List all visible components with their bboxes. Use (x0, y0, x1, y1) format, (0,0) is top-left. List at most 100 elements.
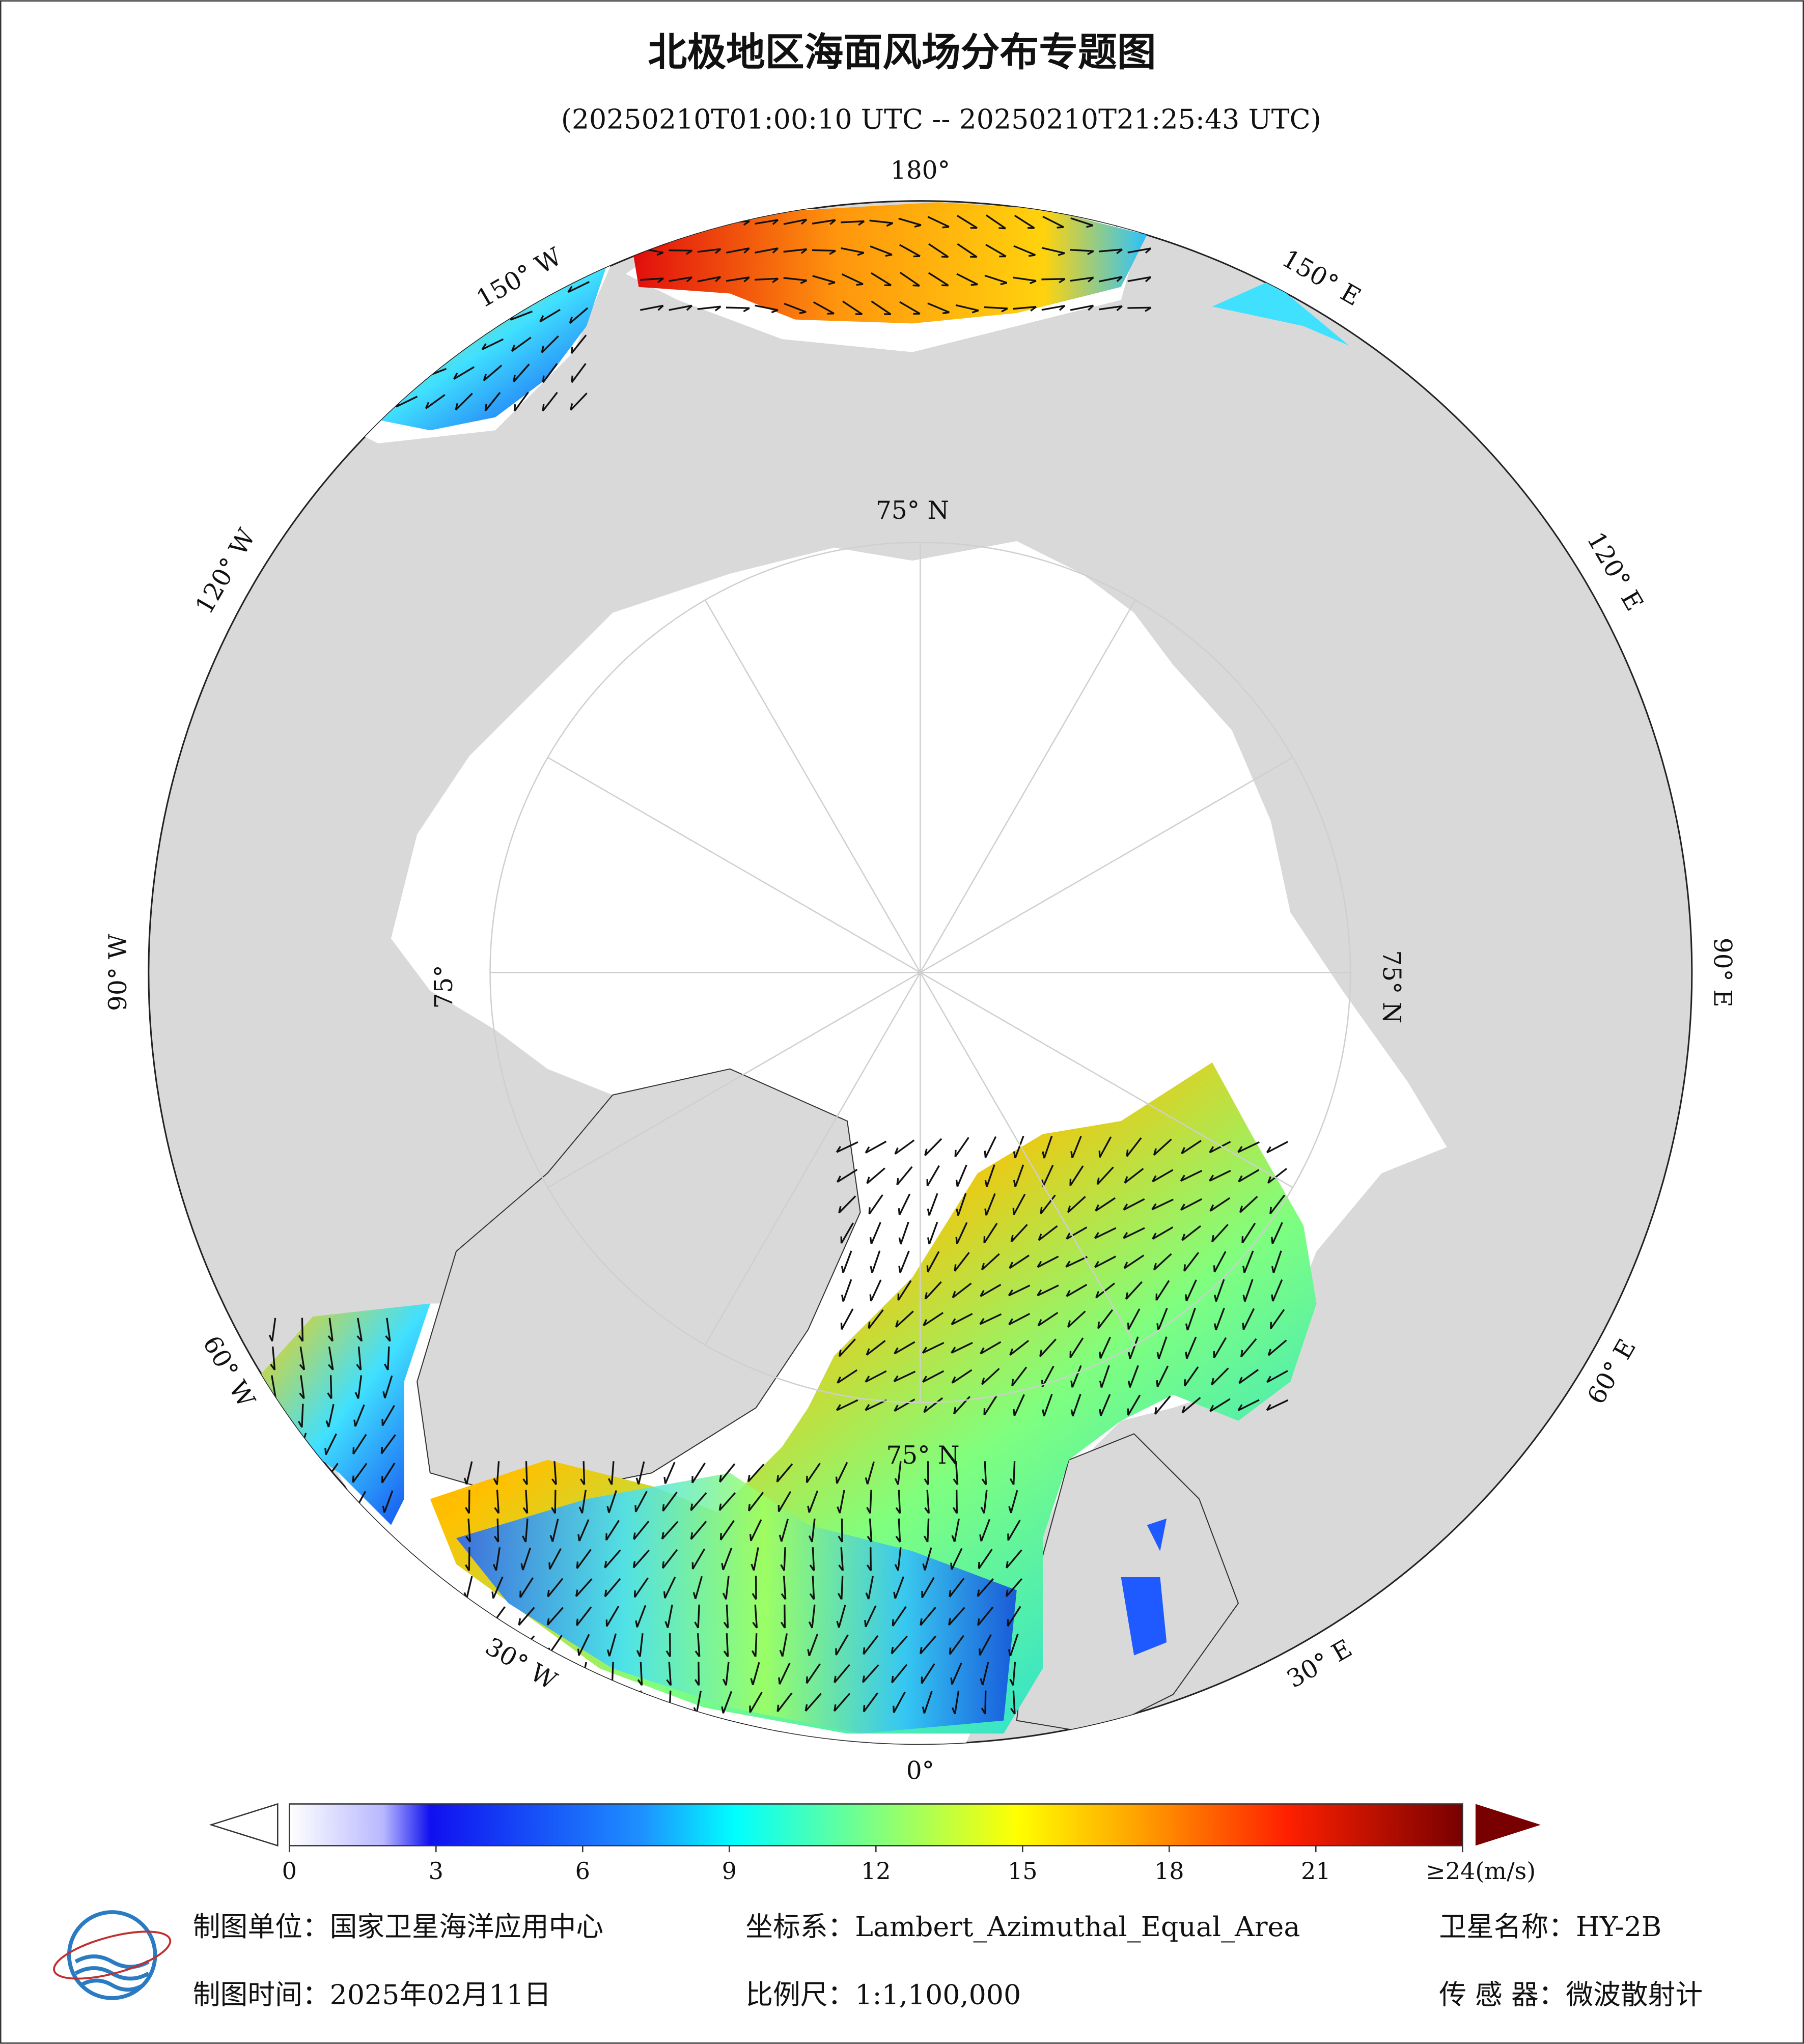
wind-arrow (1013, 245, 1036, 257)
wind-arrow (1041, 304, 1066, 311)
wind-arrow (690, 1521, 707, 1540)
wind-arrow (808, 1604, 816, 1629)
wind-arrow (1070, 249, 1094, 256)
wind-arrow (894, 1547, 902, 1571)
wind-arrow (353, 1404, 365, 1427)
wind-arrow (633, 1520, 650, 1540)
wind-arrow (1007, 1520, 1021, 1541)
wind-arrow (494, 1490, 499, 1514)
wind-arrow (1180, 1170, 1203, 1182)
wind-arrow (1127, 276, 1152, 283)
footer-sensor: 传 感 器：微波散射计 (1439, 1978, 1703, 2010)
wind-arrow (666, 1662, 672, 1686)
wind-arrow (755, 219, 779, 225)
wind-arrow (1241, 1222, 1256, 1244)
wind-arrow (1155, 1280, 1170, 1301)
meridian (547, 972, 921, 1188)
wind-arrow (634, 1491, 648, 1513)
wind-arrow (1126, 1137, 1142, 1157)
wind-arrow (813, 301, 835, 315)
wind-arrow (1211, 1367, 1229, 1386)
wind-arrow (948, 1607, 965, 1626)
wind-arrow (662, 1549, 678, 1569)
wind-arrow (1008, 1284, 1031, 1297)
wind-arrow (837, 1369, 858, 1384)
wind-arrow (662, 1492, 678, 1512)
wind-arrow (1008, 1490, 1018, 1514)
wind-arrow (1237, 1399, 1260, 1411)
wind-arrow (1156, 1365, 1169, 1388)
wind-arrow (784, 302, 807, 314)
wind-arrow (691, 1462, 706, 1483)
wind-arrow (1070, 1136, 1082, 1159)
wind-arrow (783, 218, 808, 225)
wind-arrow (1153, 1138, 1172, 1156)
wind-arrow (381, 1462, 396, 1483)
wind-arrow (863, 1635, 879, 1655)
wind-arrow (869, 1222, 881, 1245)
wind-arrow (520, 1547, 532, 1571)
wind-arrow (1128, 1336, 1139, 1359)
wind-arrow (539, 309, 561, 323)
wind-arrow (867, 1518, 873, 1543)
wind-arrow (870, 1250, 881, 1273)
wind-arrow (978, 1549, 993, 1570)
wind-arrow (1239, 1196, 1258, 1213)
wind-arrow (722, 1576, 730, 1600)
wind-arrow (519, 1577, 534, 1598)
colorbar-tick-label: 12 (861, 1857, 891, 1885)
greenland (417, 1068, 861, 1500)
wind-arrow (981, 1253, 1000, 1271)
wind-field (1212, 280, 1349, 346)
wind-arrow (836, 1141, 858, 1153)
wind-arrow (1009, 1254, 1030, 1269)
wind-arrow (1040, 1194, 1056, 1215)
wind-arrow (842, 300, 863, 316)
wind-arrow (780, 1604, 786, 1629)
wind-arrow (513, 363, 530, 383)
wind-arrow (511, 337, 532, 352)
wind-arrow (781, 1576, 787, 1600)
wind-arrow (1006, 1549, 1022, 1569)
wind-arrow (1152, 1169, 1174, 1183)
wind-arrow (981, 1367, 1000, 1385)
wind-arrow (493, 1518, 499, 1543)
wind-arrow (635, 1605, 647, 1628)
wind-arrow (577, 1519, 590, 1542)
wind-arrow (1127, 306, 1152, 312)
wind-arrow (726, 276, 750, 283)
wind-arrow (1069, 1337, 1084, 1358)
wind-arrow (327, 1346, 334, 1370)
wind-arrow (812, 249, 836, 255)
wind-arrow (924, 1138, 942, 1156)
wind-arrow (927, 1221, 938, 1245)
wind-arrow (663, 1577, 676, 1599)
wind-arrow (718, 1492, 736, 1511)
wind-arrow (607, 1461, 615, 1485)
wind-arrow (1005, 1578, 1023, 1598)
wind-arrow (719, 1520, 735, 1541)
meridian (547, 757, 921, 973)
wind-arrow (577, 1634, 590, 1656)
wind-arrow (299, 1375, 305, 1399)
footer-unit: 制图单位：国家卫星海洋应用中心 (193, 1911, 603, 1943)
wind-arrow (921, 1663, 935, 1684)
wind-arrow (1041, 247, 1065, 256)
wind-arrow (1267, 1339, 1287, 1356)
wind-arrow (1214, 1279, 1225, 1302)
wind-arrow (952, 1490, 958, 1514)
wind-arrow (809, 1576, 815, 1600)
wind-arrow (465, 1490, 470, 1514)
latitude-label: 75° N (1377, 950, 1405, 1023)
wind-arrow (783, 277, 808, 284)
wind-arrow (979, 1634, 992, 1656)
wind-arrow (894, 1398, 915, 1412)
wind-arrow (951, 1341, 973, 1354)
wind-arrow (778, 1662, 791, 1685)
wind-arrow (898, 1193, 911, 1216)
wind-arrow (1098, 1136, 1112, 1158)
wind-arrow (604, 1549, 621, 1569)
wind-arrow (521, 1518, 529, 1543)
wind-arrow (893, 1691, 906, 1713)
